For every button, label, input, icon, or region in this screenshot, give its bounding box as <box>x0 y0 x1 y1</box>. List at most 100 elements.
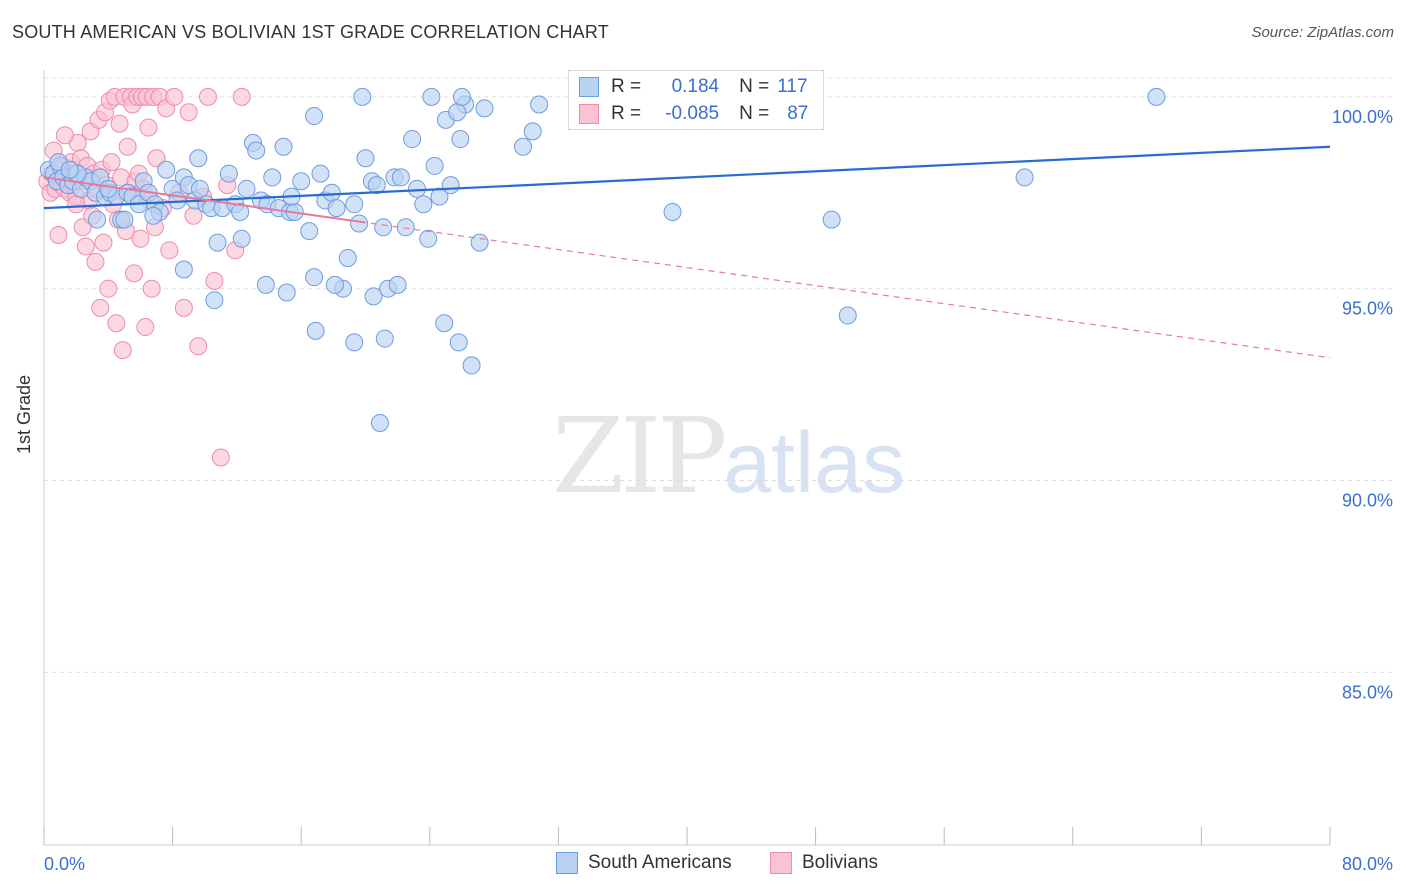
point-south-americans <box>60 160 79 179</box>
legend-swatch-bolivians <box>579 104 599 124</box>
point-south-americans <box>470 233 489 252</box>
point-south-americans <box>425 156 444 175</box>
point-south-americans <box>370 413 389 432</box>
point-south-americans <box>1147 87 1166 106</box>
series-label-bolivians: Bolivians <box>802 852 879 873</box>
watermark-atlas: atlas <box>723 415 905 511</box>
point-bolivians <box>160 241 179 260</box>
series-label-south-americans: South Americans <box>588 852 732 873</box>
point-south-americans <box>345 333 364 352</box>
point-south-americans <box>663 202 682 221</box>
y-tick-label: 100.0% <box>1332 107 1393 127</box>
watermark-zip: ZIP <box>552 395 727 517</box>
point-south-americans <box>256 275 275 294</box>
point-south-americans <box>530 95 549 114</box>
point-bolivians <box>94 233 113 252</box>
point-south-americans <box>462 356 481 375</box>
point-bolivians <box>113 341 132 360</box>
point-south-americans <box>375 329 394 348</box>
point-south-americans <box>174 260 193 279</box>
legend-row-south-americans: R = 0.184 N = 117 <box>579 75 808 99</box>
point-south-americans <box>364 287 383 306</box>
point-south-americans <box>115 210 134 229</box>
point-south-americans <box>350 214 369 233</box>
point-bolivians <box>67 195 86 214</box>
point-south-americans <box>430 187 449 206</box>
point-south-americans <box>403 130 422 149</box>
point-bolivians <box>73 218 92 237</box>
point-south-americans <box>263 168 282 187</box>
point-south-americans <box>514 137 533 156</box>
point-south-americans <box>441 176 460 195</box>
point-south-americans <box>208 233 227 252</box>
point-south-americans <box>247 141 266 160</box>
point-bolivians <box>91 298 110 317</box>
point-south-americans <box>219 164 238 183</box>
point-south-americans <box>451 130 470 149</box>
point-south-americans <box>144 206 163 225</box>
point-south-americans <box>1015 168 1034 187</box>
legend-n-label: N = <box>739 76 770 97</box>
legend-n-label: N = <box>739 103 770 124</box>
point-south-americans <box>274 137 293 156</box>
point-south-americans <box>838 306 857 325</box>
point-south-americans <box>452 87 471 106</box>
point-south-americans <box>822 210 841 229</box>
y-tick-label: 95.0% <box>1342 299 1393 319</box>
series-legend-south-americans: South Americans <box>556 852 732 874</box>
point-south-americans <box>523 122 542 141</box>
point-bolivians <box>107 314 126 333</box>
point-south-americans <box>232 229 251 248</box>
source-label: Source: ZipAtlas.com <box>1251 24 1394 41</box>
point-south-americans <box>325 275 344 294</box>
point-bolivians <box>205 272 224 291</box>
point-south-americans <box>449 333 468 352</box>
point-bolivians <box>110 114 129 133</box>
point-south-americans <box>305 268 324 287</box>
point-bolivians <box>139 118 158 137</box>
point-bolivians <box>232 87 251 106</box>
point-south-americans <box>422 87 441 106</box>
point-south-americans <box>300 222 319 241</box>
watermark: ZIPatlas <box>552 395 905 517</box>
point-bolivians <box>99 279 118 298</box>
legend-n-value: 117 <box>777 76 808 97</box>
point-south-americans <box>353 87 372 106</box>
trendline-bolivians-solid-segment <box>43 176 366 224</box>
series-legend-bolivians: Bolivians <box>770 852 878 874</box>
point-bolivians <box>142 279 161 298</box>
point-bolivians <box>136 318 155 337</box>
x-tick-label-min: 0.0% <box>44 854 85 874</box>
point-bolivians <box>189 337 208 356</box>
point-bolivians <box>125 264 144 283</box>
point-south-americans <box>190 179 209 198</box>
series-swatch-south-americans <box>556 852 578 874</box>
y-tick-label: 85.0% <box>1342 682 1393 702</box>
legend-swatch-south-americans <box>579 77 599 97</box>
point-bolivians <box>198 87 217 106</box>
point-south-americans <box>396 218 415 237</box>
legend-r-value: 0.184 <box>671 76 720 97</box>
point-bolivians <box>211 448 230 467</box>
point-bolivians <box>49 225 68 244</box>
point-bolivians <box>102 153 121 172</box>
point-south-americans <box>327 199 346 218</box>
point-south-americans <box>99 179 118 198</box>
point-south-americans <box>305 107 324 126</box>
point-south-americans <box>367 176 386 195</box>
trendline-south-americans <box>43 145 1331 210</box>
point-south-americans <box>157 160 176 179</box>
point-south-americans <box>338 248 357 267</box>
point-south-americans <box>306 321 325 340</box>
point-south-americans <box>322 183 341 202</box>
point-south-americans <box>448 103 467 122</box>
legend-n-value: 87 <box>787 103 809 124</box>
series-swatch-bolivians <box>770 852 792 874</box>
point-south-americans <box>388 275 407 294</box>
point-bolivians <box>147 149 166 168</box>
point-south-americans <box>475 99 494 118</box>
point-south-americans <box>419 229 438 248</box>
legend-r-label: R = <box>611 76 642 97</box>
chart-title: SOUTH AMERICAN VS BOLIVIAN 1ST GRADE COR… <box>12 22 609 42</box>
point-south-americans <box>435 314 454 333</box>
